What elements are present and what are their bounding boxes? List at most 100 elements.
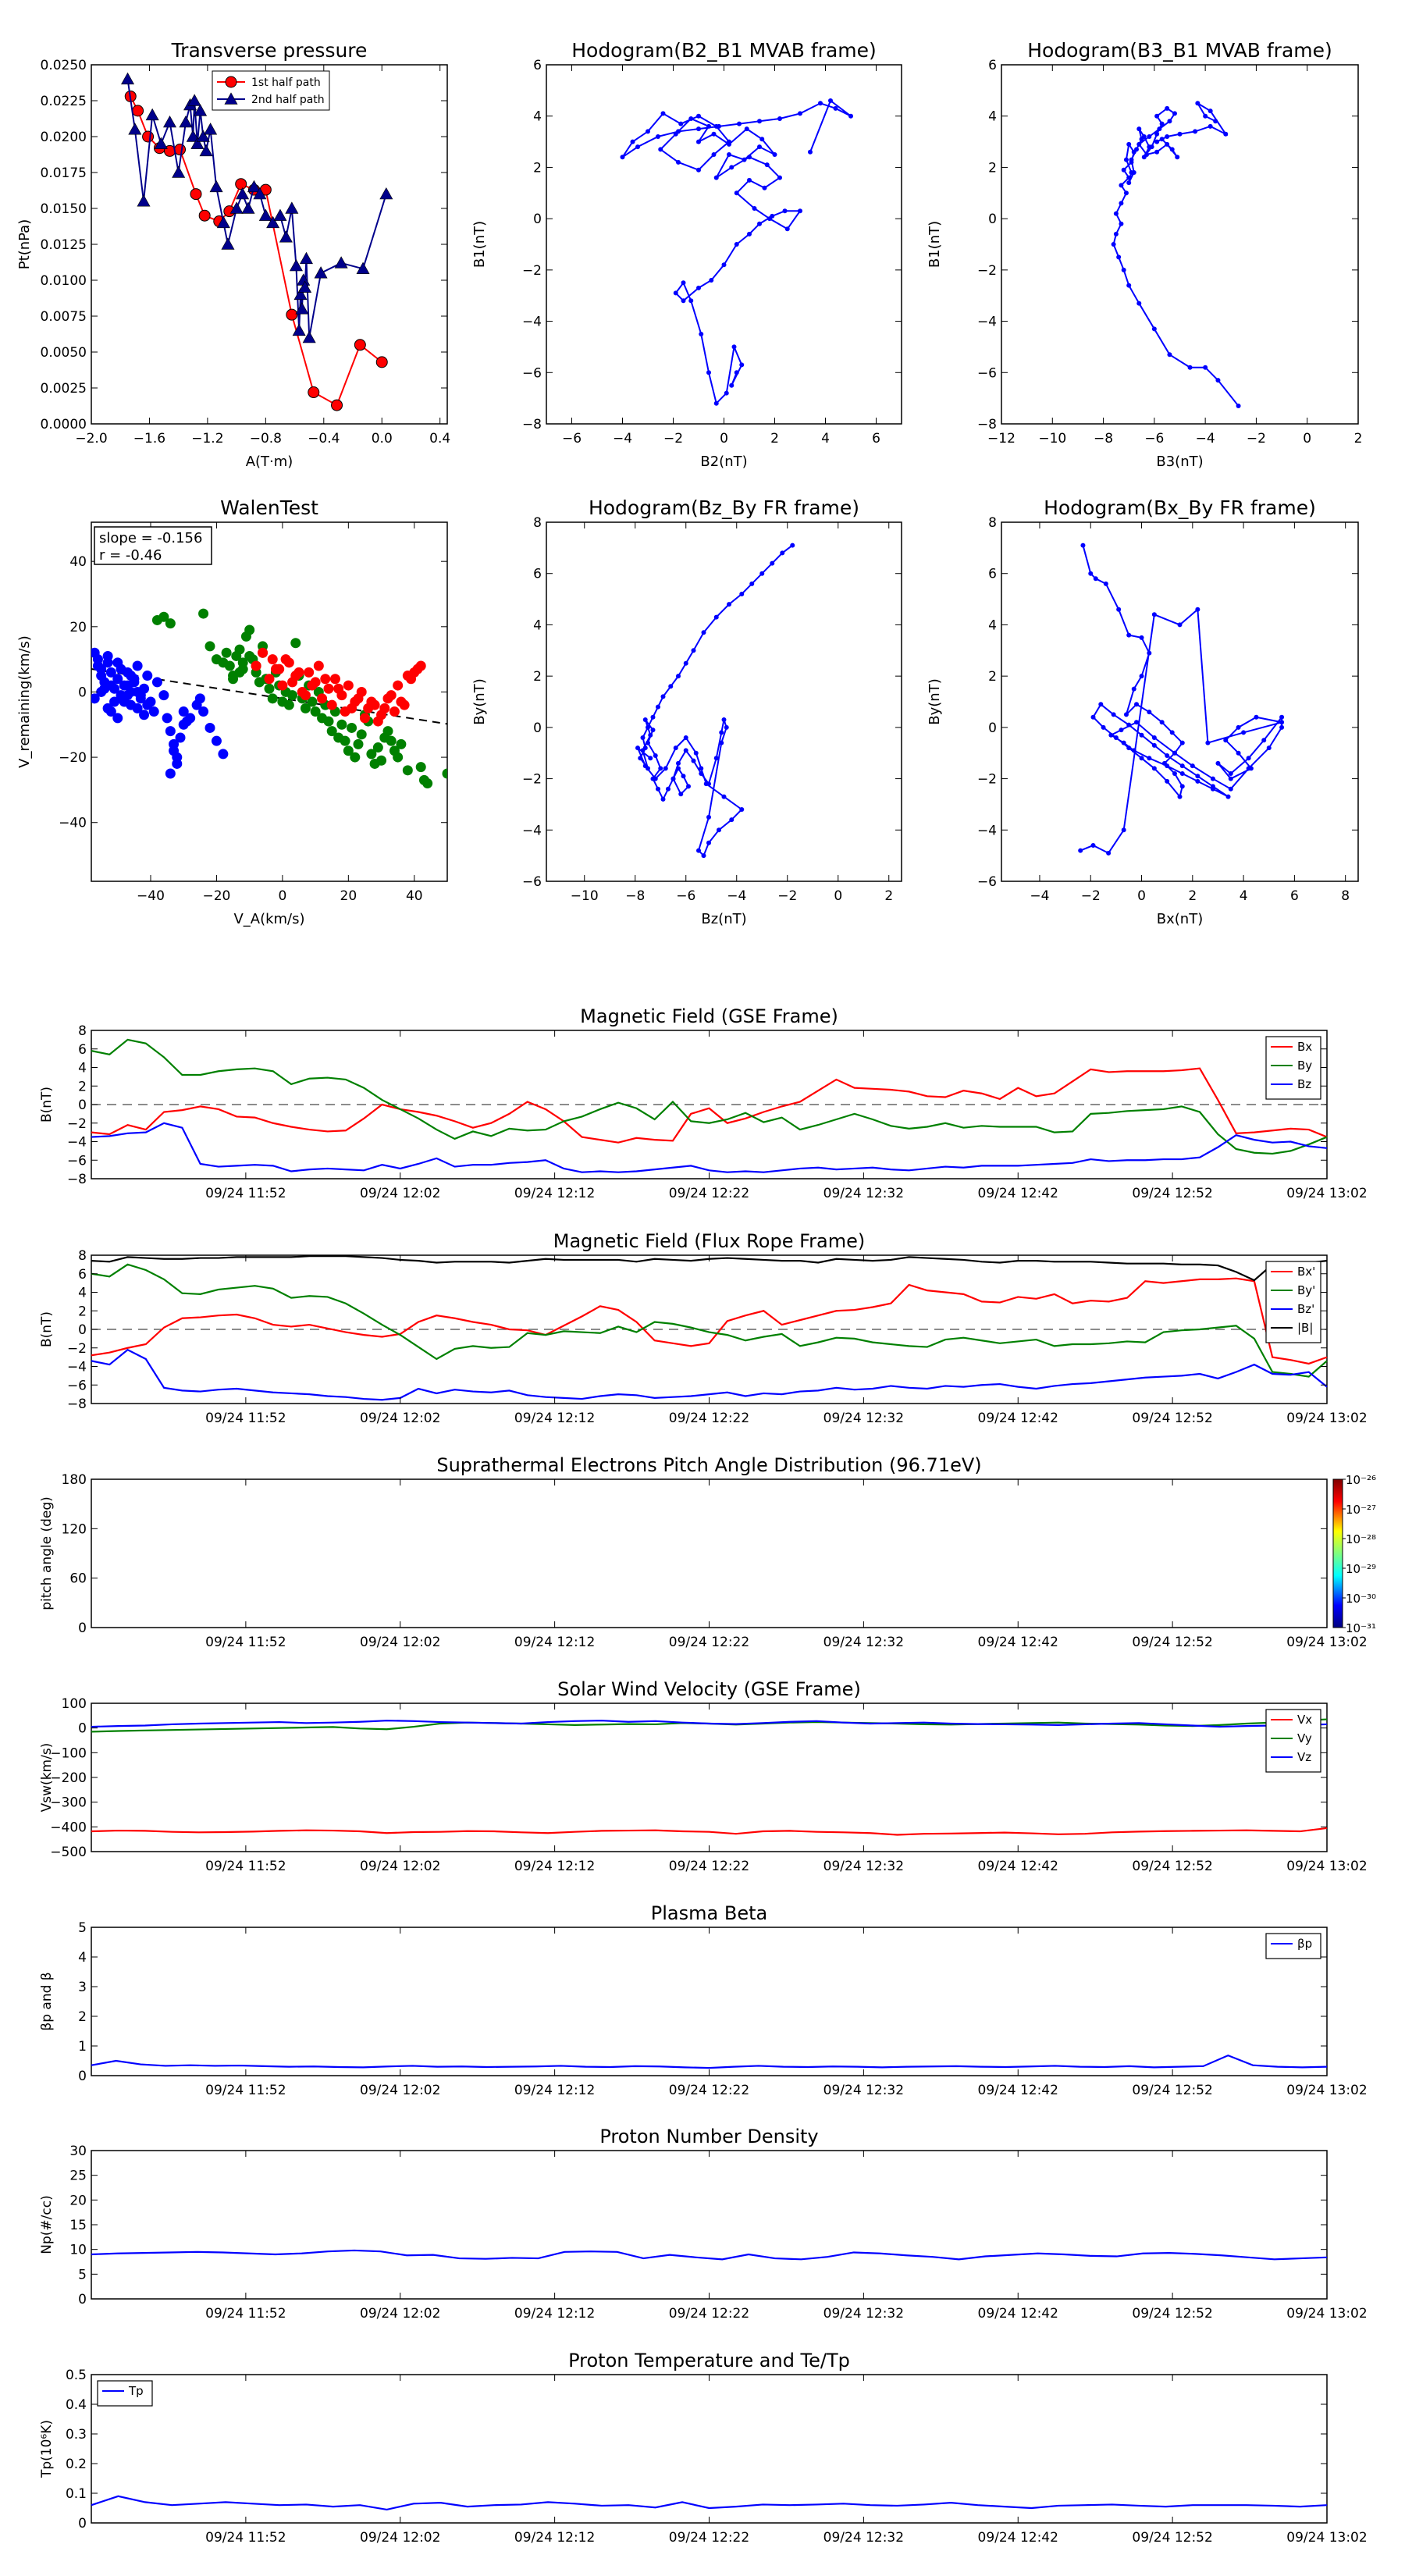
chart-title: Solar Wind Velocity (GSE Frame) <box>557 1678 861 1700</box>
series-line <box>91 1122 1328 1173</box>
y-tick-label: 0.0100 <box>41 273 87 289</box>
data-point <box>132 660 143 671</box>
x-tick-label: 09/24 12:32 <box>823 2083 904 2098</box>
data-point <box>279 230 293 243</box>
chart-title: Hodogram(Bx_By FR frame) <box>1044 496 1316 519</box>
data-point <box>415 762 426 773</box>
data-point <box>1159 720 1165 725</box>
data-point <box>670 776 676 781</box>
legend-label: Tp <box>128 2384 144 2398</box>
data-point <box>165 618 176 629</box>
data-point <box>1165 778 1170 784</box>
data-point <box>642 763 648 769</box>
data-point <box>642 717 648 722</box>
y-axis-label: Np(#/cc) <box>39 2195 55 2254</box>
data-point <box>277 680 288 691</box>
y-tick-label: 4 <box>78 1061 87 1076</box>
data-point <box>310 706 321 717</box>
y-tick-label: 0.4 <box>66 2397 87 2413</box>
data-point <box>1195 778 1200 784</box>
data-point <box>1144 152 1150 157</box>
data-point <box>175 732 186 743</box>
plot-frame <box>91 1478 1328 1628</box>
chart-title: Plasma Beta <box>651 1902 767 1924</box>
data-point <box>145 108 159 121</box>
y-tick-label: 4 <box>988 109 997 125</box>
y-tick-label: 8 <box>533 515 542 531</box>
data-point <box>1179 784 1185 789</box>
x-tick-label: −1.2 <box>191 431 223 447</box>
data-point <box>340 735 350 746</box>
data-point <box>1165 753 1170 758</box>
data-point <box>717 123 721 129</box>
data-point <box>1177 622 1183 628</box>
data-point <box>696 167 701 173</box>
data-point <box>314 266 328 279</box>
data-point <box>132 105 144 117</box>
x-tick-label: 09/24 11:52 <box>205 2083 286 2098</box>
data-point <box>244 624 255 635</box>
x-tick-label: −6 <box>676 888 695 904</box>
series-line <box>621 99 852 405</box>
data-point <box>372 742 383 753</box>
data-point <box>1159 121 1165 126</box>
data-point <box>703 781 709 787</box>
y-tick-label: 6 <box>533 567 542 582</box>
data-point <box>386 690 397 701</box>
y-tick-label: 0 <box>78 1621 87 1636</box>
data-point <box>234 644 245 655</box>
y-axis-label: B(nT) <box>39 1087 55 1123</box>
data-point <box>1246 756 1251 761</box>
chart-hodo_b3b1: Hodogram(B3_B1 MVAB frame) −8 −6 −4 −2 0 2 4 6 −1… <box>927 39 1362 470</box>
x-tick-label: 0 <box>834 888 842 904</box>
data-point <box>784 226 790 232</box>
data-point <box>1080 543 1086 548</box>
data-point <box>1106 850 1112 856</box>
data-point <box>1126 175 1132 180</box>
plot-frame <box>91 2150 1328 2300</box>
x-tick-label: 09/24 12:52 <box>1132 2306 1212 2322</box>
data-point <box>1151 326 1157 332</box>
x-tick-label: 09/24 12:02 <box>360 2306 440 2322</box>
data-point <box>1236 750 1241 756</box>
data-point <box>706 814 711 820</box>
data-point <box>1126 745 1132 751</box>
x-tick-label: 09/24 13:02 <box>1286 1635 1367 1650</box>
plot-frame <box>1001 521 1359 882</box>
plot-body <box>121 72 393 411</box>
data-point <box>1190 763 1195 769</box>
data-point <box>1149 144 1154 150</box>
data-point <box>329 674 340 685</box>
colorbar-label: 10⁻³⁰ <box>1346 1592 1376 1606</box>
x-tick-label: 09/24 12:22 <box>669 1411 749 1426</box>
data-point <box>283 699 294 710</box>
plot-body <box>620 98 853 406</box>
y-tick-label: −2 <box>522 772 542 788</box>
data-point <box>630 139 635 144</box>
x-tick-label: 09/24 13:02 <box>1286 1411 1367 1426</box>
x-tick-label: 09/24 11:52 <box>205 1859 286 1874</box>
data-point <box>848 113 853 119</box>
data-point <box>721 262 727 268</box>
y-axis-label: βp and β <box>39 1972 55 2030</box>
data-point <box>196 130 210 142</box>
data-point <box>299 251 313 265</box>
data-point <box>145 696 156 707</box>
legend-label: Vz <box>1297 1750 1311 1764</box>
data-point <box>1111 712 1116 717</box>
data-point <box>135 690 146 701</box>
data-point <box>711 152 717 157</box>
data-point <box>199 144 213 157</box>
colorbar-label: 10⁻²⁷ <box>1346 1503 1376 1517</box>
data-point <box>393 752 404 763</box>
x-tick-label: 09/24 12:22 <box>669 2530 749 2546</box>
data-point <box>1119 728 1124 733</box>
data-point <box>393 680 404 691</box>
y-tick-label: 60 <box>69 1571 87 1587</box>
data-point <box>1151 735 1157 740</box>
y-tick-label: −4 <box>67 1135 87 1151</box>
data-point <box>757 119 762 124</box>
data-point <box>178 706 189 717</box>
data-point <box>696 139 701 144</box>
legend-label: 2nd half path <box>251 94 325 106</box>
